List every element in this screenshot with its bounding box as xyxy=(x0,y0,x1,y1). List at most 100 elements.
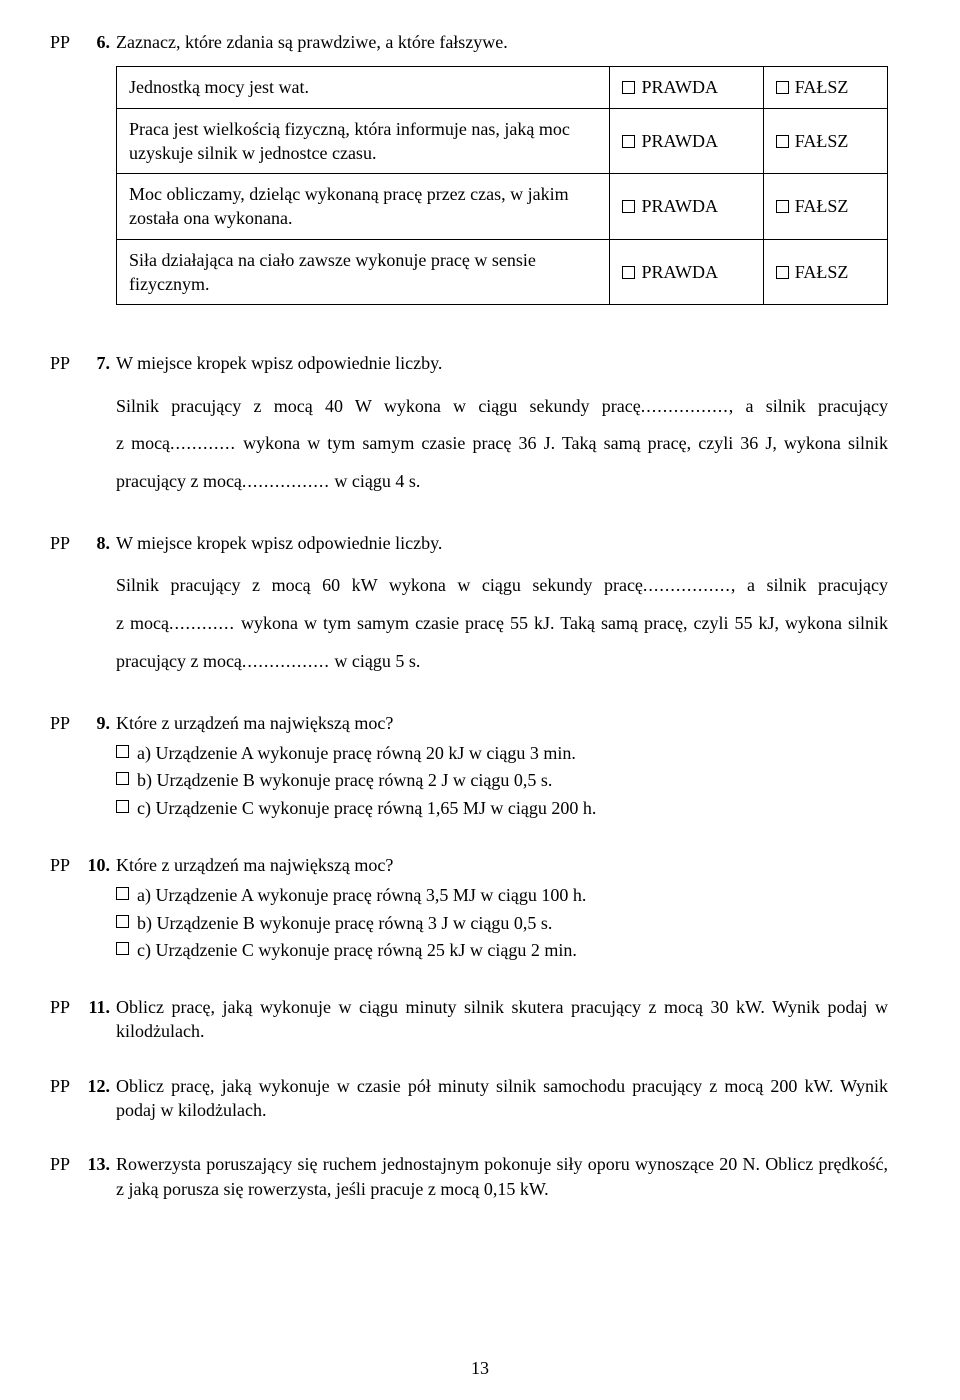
pp-label: PP xyxy=(50,995,82,1044)
choice: c) Urządzenie C wykonuje pracę równą 1,6… xyxy=(116,796,888,820)
task-number: 8. xyxy=(82,531,116,681)
task-prompt: Które z urządzeń ma największą moc? xyxy=(116,853,888,877)
blank[interactable]: ................ xyxy=(242,471,330,491)
task-body: W miejsce kropek wpisz odpowiednie liczb… xyxy=(116,531,888,681)
pp-label: PP xyxy=(50,30,82,305)
task-prompt: W miejsce kropek wpisz odpowiednie liczb… xyxy=(116,351,888,375)
choice: b) Urządzenie B wykonuje pracę równą 2 J… xyxy=(116,768,888,792)
false-label: FAŁSZ xyxy=(795,131,849,151)
task-body: Które z urządzeń ma największą moc? a) U… xyxy=(116,853,888,965)
text-part: w ciągu 5 s. xyxy=(330,651,420,671)
true-false-table: Jednostką mocy jest wat. PRAWDA FAŁSZ Pr… xyxy=(116,66,888,305)
true-label: PRAWDA xyxy=(641,131,718,151)
checkbox[interactable] xyxy=(116,915,129,928)
task-text: Oblicz pracę, jaką wykonuje w ciągu minu… xyxy=(116,995,888,1044)
checkbox[interactable] xyxy=(622,200,635,213)
checkbox[interactable] xyxy=(116,800,129,813)
pp-label: PP xyxy=(50,531,82,681)
choice: c) Urządzenie C wykonuje pracę równą 25 … xyxy=(116,938,888,962)
true-label: PRAWDA xyxy=(641,77,718,97)
tf-false-cell: FAŁSZ xyxy=(763,108,887,174)
task-number: 11. xyxy=(82,995,116,1044)
tf-statement: Moc obliczamy, dzieląc wykonaną pracę pr… xyxy=(117,174,610,240)
task-number: 10. xyxy=(82,853,116,965)
tf-statement: Praca jest wielkością fizyczną, która in… xyxy=(117,108,610,174)
checkbox[interactable] xyxy=(622,135,635,148)
checkbox[interactable] xyxy=(116,772,129,785)
text-part: Silnik pracujący z mocą 60 kW wykona w c… xyxy=(116,575,643,595)
task-number: 13. xyxy=(82,1152,116,1201)
checkbox[interactable] xyxy=(776,135,789,148)
task-number: 9. xyxy=(82,711,116,823)
blank[interactable]: ................ xyxy=(643,575,731,595)
checkbox[interactable] xyxy=(116,942,129,955)
pp-label: PP xyxy=(50,711,82,823)
choice-text: b) Urządzenie B wykonuje pracę równą 3 J… xyxy=(137,911,552,935)
choice: b) Urządzenie B wykonuje pracę równą 3 J… xyxy=(116,911,888,935)
text-part: w ciągu 4 s. xyxy=(330,471,420,491)
checkbox[interactable] xyxy=(776,200,789,213)
task-9: PP 9. Które z urządzeń ma największą moc… xyxy=(50,711,888,823)
task-8: PP 8. W miejsce kropek wpisz odpowiednie… xyxy=(50,531,888,681)
false-label: FAŁSZ xyxy=(795,196,849,216)
page-number: 13 xyxy=(0,1356,960,1380)
text-part: Silnik pracujący z mocą 40 W wykona w ci… xyxy=(116,396,641,416)
task-body: W miejsce kropek wpisz odpowiednie liczb… xyxy=(116,351,888,501)
checkbox[interactable] xyxy=(622,81,635,94)
pp-label: PP xyxy=(50,1074,82,1123)
fill-in-text: Silnik pracujący z mocą 40 W wykona w ci… xyxy=(116,388,888,501)
task-text: Oblicz pracę, jaką wykonuje w czasie pół… xyxy=(116,1074,888,1123)
choice-text: c) Urządzenie C wykonuje pracę równą 1,6… xyxy=(137,796,596,820)
checkbox[interactable] xyxy=(116,745,129,758)
choice: a) Urządzenie A wykonuje pracę równą 20 … xyxy=(116,741,888,765)
tf-false-cell: FAŁSZ xyxy=(763,174,887,240)
task-body: Zaznacz, które zdania są prawdziwe, a kt… xyxy=(116,30,888,305)
pp-label: PP xyxy=(50,853,82,965)
task-body: Oblicz pracę, jaką wykonuje w czasie pół… xyxy=(116,1074,888,1123)
task-body: Rowerzysta poruszający się ruchem jednos… xyxy=(116,1152,888,1201)
choice-text: c) Urządzenie C wykonuje pracę równą 25 … xyxy=(137,938,577,962)
table-row: Praca jest wielkością fizyczną, która in… xyxy=(117,108,888,174)
blank[interactable]: ................ xyxy=(242,651,330,671)
task-prompt: W miejsce kropek wpisz odpowiednie liczb… xyxy=(116,531,888,555)
tf-true-cell: PRAWDA xyxy=(610,174,763,240)
choice-text: b) Urządzenie B wykonuje pracę równą 2 J… xyxy=(137,768,552,792)
task-prompt: Zaznacz, które zdania są prawdziwe, a kt… xyxy=(116,30,888,54)
task-text: Rowerzysta poruszający się ruchem jednos… xyxy=(116,1152,888,1201)
table-row: Siła działająca na ciało zawsze wykonuje… xyxy=(117,239,888,305)
task-12: PP 12. Oblicz pracę, jaką wykonuje w cza… xyxy=(50,1074,888,1123)
blank[interactable]: ............ xyxy=(169,613,235,633)
true-label: PRAWDA xyxy=(641,196,718,216)
false-label: FAŁSZ xyxy=(795,262,849,282)
checkbox[interactable] xyxy=(776,266,789,279)
task-number: 12. xyxy=(82,1074,116,1123)
table-row: Jednostką mocy jest wat. PRAWDA FAŁSZ xyxy=(117,67,888,108)
task-7: PP 7. W miejsce kropek wpisz odpowiednie… xyxy=(50,351,888,501)
blank[interactable]: ................ xyxy=(641,396,729,416)
task-body: Oblicz pracę, jaką wykonuje w ciągu minu… xyxy=(116,995,888,1044)
tf-false-cell: FAŁSZ xyxy=(763,67,887,108)
tf-false-cell: FAŁSZ xyxy=(763,239,887,305)
worksheet-page: PP 6. Zaznacz, które zdania są prawdziwe… xyxy=(0,0,960,1400)
checkbox[interactable] xyxy=(116,887,129,900)
checkbox[interactable] xyxy=(776,81,789,94)
task-13: PP 13. Rowerzysta poruszający się ruchem… xyxy=(50,1152,888,1201)
tf-true-cell: PRAWDA xyxy=(610,239,763,305)
tf-true-cell: PRAWDA xyxy=(610,108,763,174)
tf-statement: Siła działająca na ciało zawsze wykonuje… xyxy=(117,239,610,305)
task-number: 6. xyxy=(82,30,116,305)
task-body: Które z urządzeń ma największą moc? a) U… xyxy=(116,711,888,823)
choice-text: a) Urządzenie A wykonuje pracę równą 3,5… xyxy=(137,883,586,907)
pp-label: PP xyxy=(50,351,82,501)
tf-statement: Jednostką mocy jest wat. xyxy=(117,67,610,108)
false-label: FAŁSZ xyxy=(795,77,849,97)
true-label: PRAWDA xyxy=(641,262,718,282)
table-row: Moc obliczamy, dzieląc wykonaną pracę pr… xyxy=(117,174,888,240)
choice-list: a) Urządzenie A wykonuje pracę równą 3,5… xyxy=(116,883,888,962)
task-number: 7. xyxy=(82,351,116,501)
blank[interactable]: ............ xyxy=(170,433,236,453)
task-10: PP 10. Które z urządzeń ma największą mo… xyxy=(50,853,888,965)
checkbox[interactable] xyxy=(622,266,635,279)
task-11: PP 11. Oblicz pracę, jaką wykonuje w cią… xyxy=(50,995,888,1044)
choice: a) Urządzenie A wykonuje pracę równą 3,5… xyxy=(116,883,888,907)
